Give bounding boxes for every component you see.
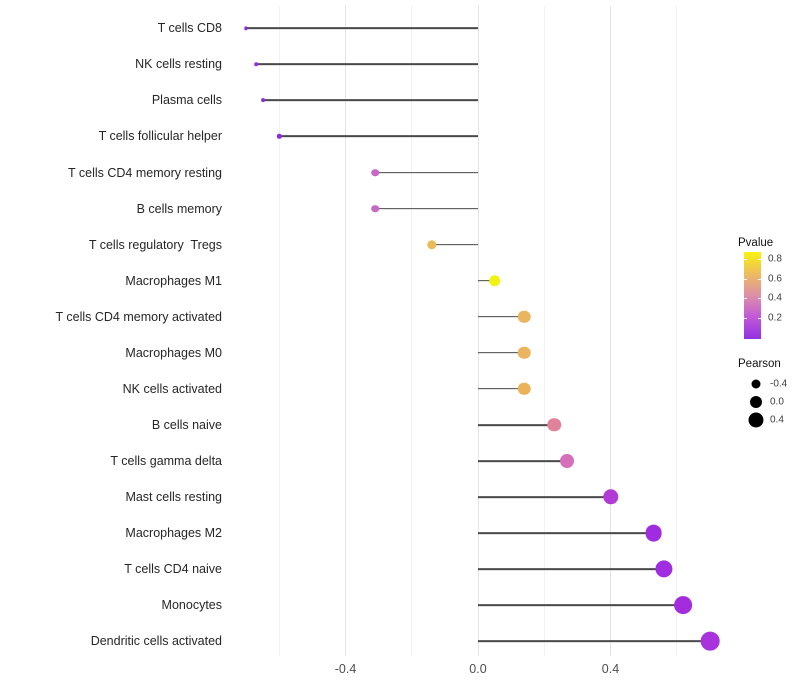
lollipop-stick [478,532,654,534]
lollipop-stick [375,207,478,210]
lollipop-dot [560,453,575,468]
gridline-major [477,6,479,656]
lollipop-dot [371,168,380,177]
gridline-major [610,6,611,656]
lollipop-stick [478,640,710,642]
pvalue-tick-mark [744,317,747,319]
gridline-major [345,6,346,656]
lollipop-dot [547,418,561,432]
lollipop-stick [256,63,478,66]
lollipop-dot [371,204,380,213]
lollipop-stick [478,279,495,282]
pearson-legend-title: Pearson [738,358,781,370]
pvalue-colorbar [744,252,761,339]
x-tick-label: 0.4 [601,662,620,676]
pvalue-tick-label: 0.8 [768,253,782,265]
pvalue-tick-mark [758,259,761,260]
pvalue-tick-mark [758,317,761,319]
lollipop-stick [375,171,478,174]
lollipop-stick [431,243,478,246]
row-label: T cells follicular helper [98,129,222,144]
pearson-legend-label: -0.4 [770,378,788,390]
lollipop-dot [488,274,501,287]
lollipop-stick [478,496,611,498]
row-label: T cells CD4 naive [124,562,222,577]
pvalue-tick-label: 0.4 [768,292,782,304]
row-label: Macrophages M1 [125,273,222,288]
gridline-minor [676,6,678,656]
pvalue-tick-label: 0.6 [768,273,782,284]
row-label: T cells CD4 memory resting [68,165,222,180]
pvalue-tick-mark [758,278,761,280]
x-tick-label: 0.0 [469,662,487,676]
pearson-legend-label: 0.4 [770,414,784,425]
row-label: Macrophages M2 [125,526,222,540]
pvalue-tick-mark [744,259,747,260]
pvalue-tick-mark [758,298,761,299]
row-label: T cells CD4 memory activated [55,309,223,324]
pearson-legend-dot [750,396,762,408]
row-label: T cells regulatory Tregs [88,237,222,252]
row-label: Monocytes [161,598,222,613]
row-label: NK cells activated [122,381,222,396]
pvalue-legend-title: Pvalue [738,237,774,249]
lollipop-stick [478,351,525,354]
row-label: Plasma cells [151,93,222,108]
pvalue-tick-mark [744,298,747,299]
lollipop-dot [674,596,693,614]
lollipop-dot [518,382,531,396]
lollipop-stick [478,387,525,390]
pearson-legend-dot [748,412,764,427]
lollipop-stick [246,27,478,30]
pearson-legend-label: 0.0 [770,396,784,408]
lollipop-dot [645,524,662,542]
lollipop-stick [478,568,664,570]
pvalue-tick-mark [744,278,747,280]
row-label: T cells gamma delta [110,453,222,468]
lollipop-stick [478,424,555,426]
lollipop-stick [478,315,525,318]
lollipop-dot [277,134,282,139]
gridline-minor [411,6,413,656]
gridline-minor [278,6,280,656]
lollipop-dot [254,62,258,67]
lollipop-dot [654,560,673,578]
row-label: Mast cells resting [125,489,222,504]
lollipop-stick [478,604,684,606]
row-label: B cells naive [151,417,222,432]
pvalue-tick-label: 0.2 [768,312,782,323]
row-label: Macrophages M0 [125,345,222,360]
lollipop-dot [244,26,248,30]
pearson-legend-dot [751,379,761,389]
row-label: T cells CD8 [157,21,222,36]
lollipop-stick [279,135,478,138]
lollipop-stick [262,99,478,102]
row-label: B cells memory [136,201,222,216]
lollipop-stick [478,460,568,462]
lollipop-dot [602,489,619,505]
lollipop-dot [518,310,531,323]
lollipop-dot [518,346,531,360]
gridline-minor [543,6,545,656]
lollipop-dot [700,631,720,651]
x-tick-label: -0.4 [334,662,357,676]
row-label: NK cells resting [135,57,222,72]
lollipop-dot [260,98,265,103]
row-label: Dendritic cells activated [90,634,222,649]
lollipop-dot [426,239,437,250]
